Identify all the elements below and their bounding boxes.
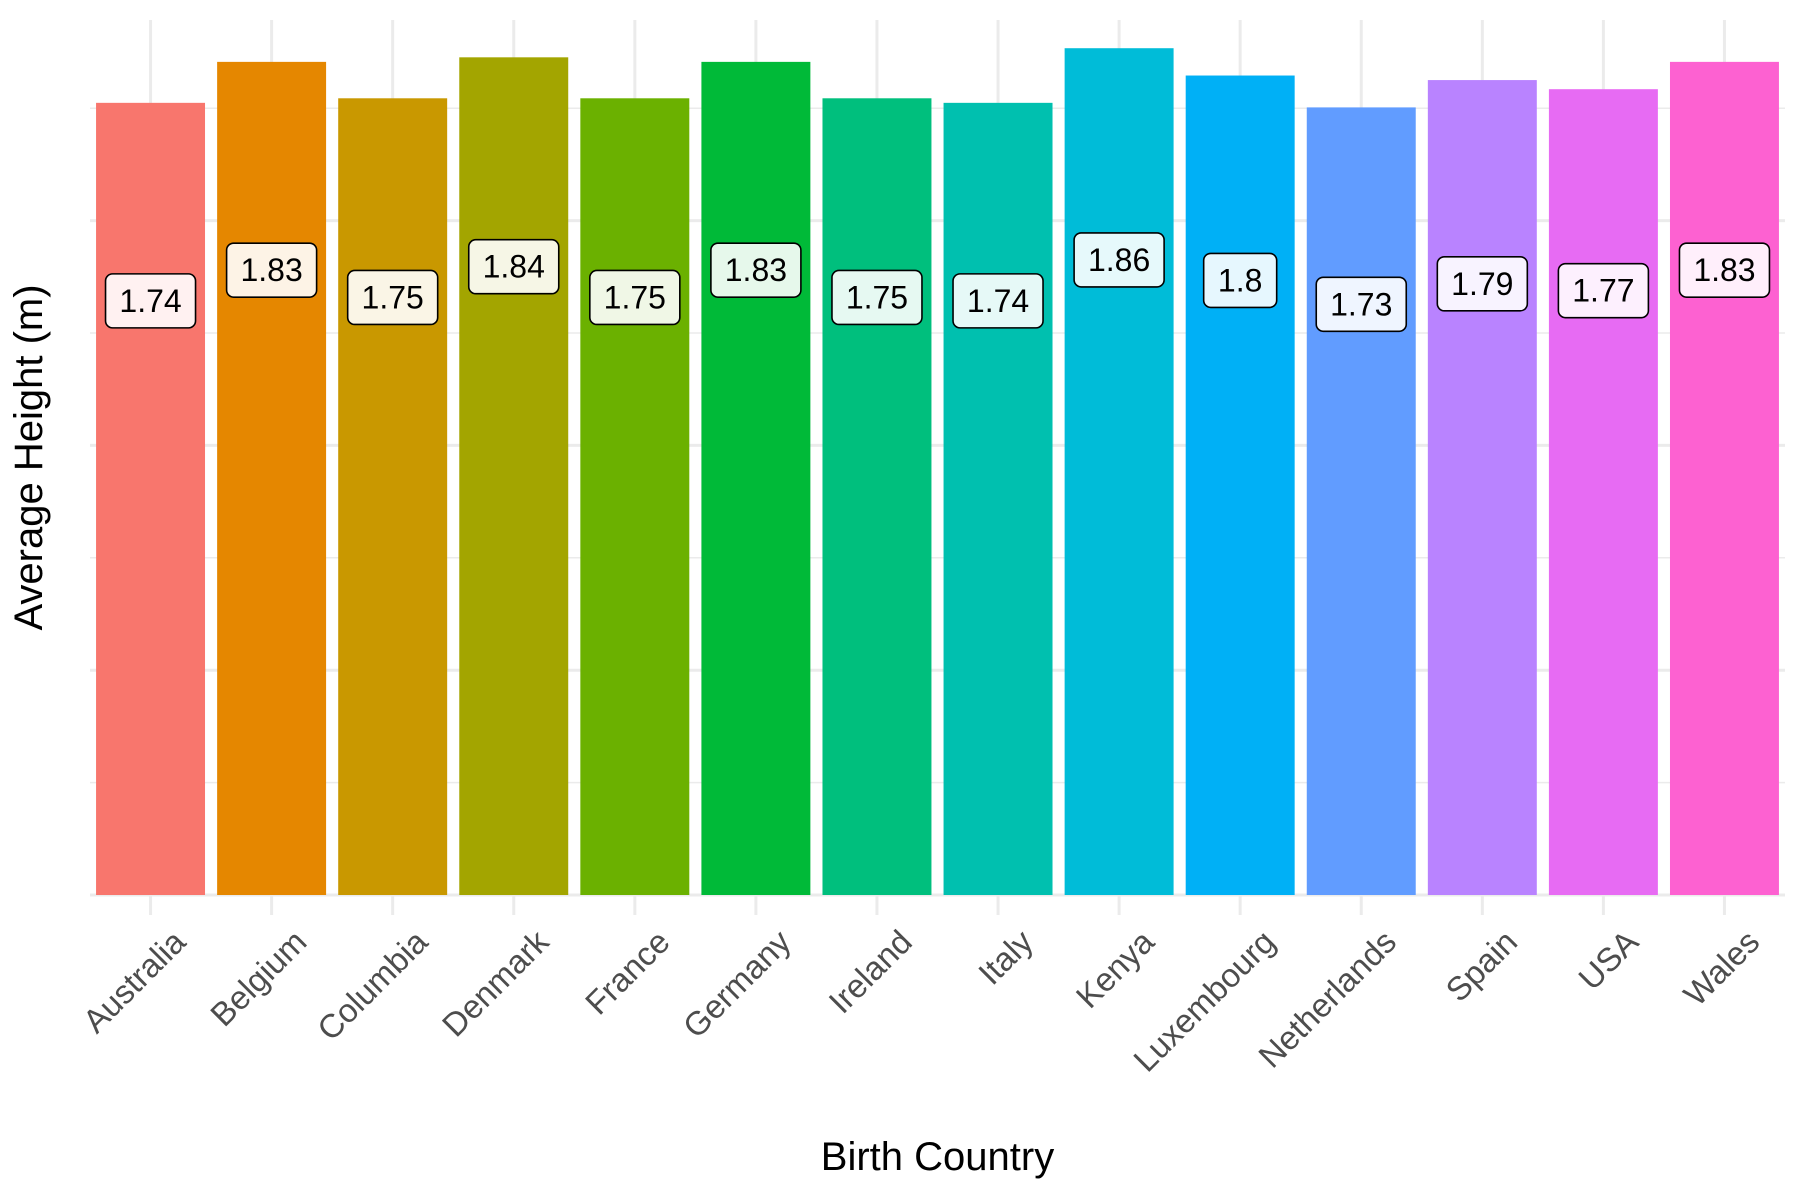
- data-label: 1.83: [725, 252, 787, 288]
- x-tick-label: Australia: [76, 922, 193, 1039]
- data-label: 1.77: [1572, 273, 1634, 309]
- data-label-box: [104, 273, 197, 329]
- x-tick-label: Columbia: [310, 922, 435, 1047]
- bar-ireland: [822, 98, 932, 895]
- bar-columbia: [338, 98, 448, 895]
- data-label-box: [1678, 242, 1771, 298]
- data-label: 1.74: [119, 283, 181, 319]
- bar-belgium: [217, 61, 327, 896]
- data-label-box: [1557, 262, 1650, 319]
- data-label-box: [1073, 232, 1165, 288]
- data-label-box: [467, 238, 560, 295]
- data-label-box: [225, 242, 318, 298]
- data-labels: 1.74 1.83 1.75 1.84 1.75 1.83 1.75 1.74 1.86 1.8 1…: [104, 232, 1771, 333]
- data-label: 1.75: [362, 279, 424, 315]
- data-label: 1.75: [846, 279, 908, 315]
- x-tick-label: Spain: [1438, 923, 1524, 1009]
- bar-spain: [1427, 80, 1537, 895]
- data-label: 1.84: [483, 249, 545, 285]
- data-label: 1.86: [1088, 242, 1150, 278]
- bar-australia: [96, 102, 206, 895]
- x-tick-label: France: [578, 923, 677, 1022]
- x-axis-title: Birth Country: [821, 1135, 1054, 1179]
- data-label-box: [1436, 256, 1529, 312]
- bar-kenya: [1064, 48, 1174, 896]
- data-label-box: [1315, 276, 1408, 333]
- bar-denmark: [459, 57, 569, 895]
- x-tick-label: Ireland: [821, 923, 919, 1021]
- bar-france: [580, 98, 690, 895]
- data-label-box: [952, 273, 1044, 329]
- x-tick-label: Italy: [971, 922, 1040, 991]
- data-label-box: [1202, 252, 1278, 309]
- data-label: 1.83: [240, 252, 302, 288]
- data-label: 1.75: [604, 279, 666, 315]
- data-label-box: [710, 242, 802, 298]
- data-label: 1.83: [1693, 252, 1755, 288]
- data-label: 1.79: [1451, 266, 1513, 302]
- x-tick-label: USA: [1571, 923, 1645, 997]
- data-label-box: [831, 269, 923, 326]
- bar-germany: [701, 61, 811, 896]
- x-tick-label: Kenya: [1069, 922, 1162, 1015]
- bar-netherlands: [1306, 107, 1416, 896]
- y-axis-title: Average Height (m): [7, 284, 51, 630]
- data-label-box: [346, 269, 439, 326]
- data-label: 1.73: [1330, 286, 1392, 322]
- x-tick-label: Denmark: [435, 922, 556, 1043]
- bar-usa: [1548, 89, 1658, 896]
- data-label: 1.74: [967, 283, 1029, 319]
- bar-luxembourg: [1185, 75, 1295, 896]
- bar-wales: [1669, 61, 1779, 896]
- x-tick-label: Germany: [676, 922, 798, 1044]
- data-label-box: [589, 269, 681, 326]
- x-tick-label: Wales: [1676, 923, 1766, 1013]
- data-label: 1.8: [1218, 262, 1262, 298]
- bar-italy: [943, 102, 1053, 895]
- bars: [96, 48, 1779, 896]
- x-tick-label: Belgium: [203, 923, 313, 1033]
